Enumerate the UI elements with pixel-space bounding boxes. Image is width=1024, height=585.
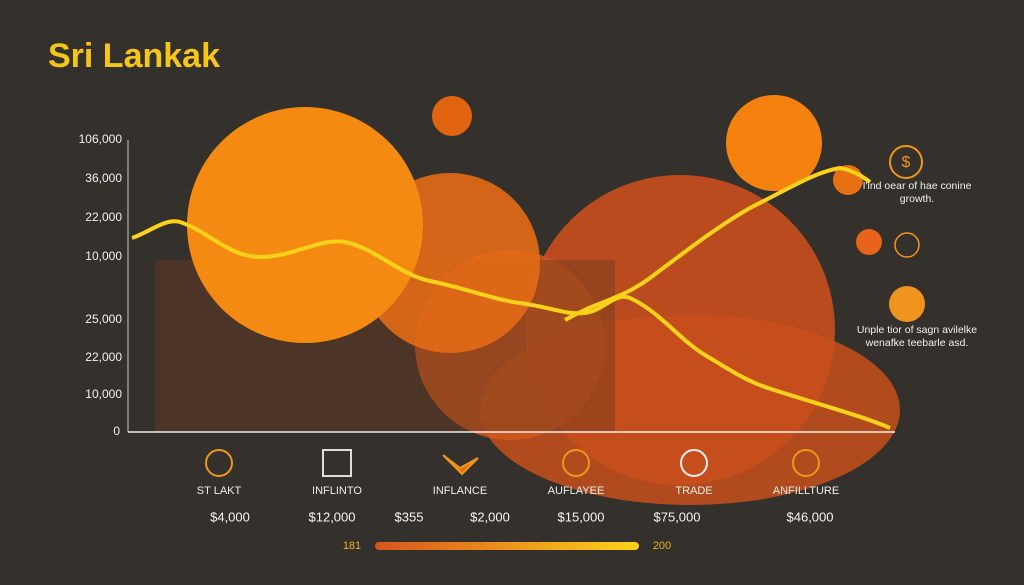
- note-box: I'ind oear of hae conine growth.: [862, 180, 972, 205]
- icon: [889, 286, 925, 322]
- category-label: INFLINTO: [312, 485, 362, 497]
- trend-line: [564, 165, 872, 322]
- bubble: [726, 95, 822, 191]
- amount: $355: [395, 509, 424, 524]
- bubble: [525, 175, 835, 485]
- bubble: [432, 96, 472, 136]
- y-label: 36,000: [85, 171, 122, 185]
- range-start: 181: [343, 540, 361, 552]
- y-label: 0: [113, 424, 120, 438]
- range-bar: [375, 542, 639, 550]
- y-label: 10,000: [85, 249, 122, 263]
- amount: $75,000: [654, 509, 701, 524]
- y-label: 106,000: [79, 132, 123, 146]
- amount: $4,000: [210, 509, 250, 524]
- amount: $46,000: [787, 509, 834, 524]
- bubble: [187, 107, 423, 343]
- y-label: 22,000: [85, 350, 122, 364]
- y-label: 10,000: [85, 387, 122, 401]
- y-label: 25,000: [85, 312, 122, 326]
- note-box: Unple tior of sagn avilelke wenafke teeb…: [856, 324, 978, 349]
- note: Unple tior of sagn avilelke wenafke teeb…: [856, 324, 978, 349]
- icon: [562, 449, 590, 477]
- range-end: 200: [653, 540, 671, 552]
- icon: [322, 449, 352, 477]
- icon: [889, 145, 923, 179]
- category-label: ANFILLTURE: [773, 485, 839, 497]
- icons: [205, 449, 820, 477]
- amount: $15,000: [558, 509, 605, 524]
- icon-glyph: $: [902, 154, 911, 171]
- category-label: INFLANCE: [433, 485, 487, 497]
- icon: [442, 454, 479, 476]
- y-label: 22,000: [85, 210, 122, 224]
- icon: [894, 232, 920, 258]
- icon: [205, 449, 233, 477]
- category-label: TRADE: [675, 485, 712, 497]
- category-label: AUFLAYEE: [548, 485, 605, 497]
- amount: $12,000: [309, 509, 356, 524]
- icon: [856, 229, 882, 255]
- icon: [792, 449, 820, 477]
- category-label: ST LAKT: [197, 485, 242, 497]
- trend-line: [131, 219, 891, 430]
- note: I'ind oear of hae conine growth.: [862, 180, 972, 205]
- amount: $2,000: [470, 509, 510, 524]
- title: Sri Lankak: [48, 37, 220, 75]
- icon: [680, 449, 708, 477]
